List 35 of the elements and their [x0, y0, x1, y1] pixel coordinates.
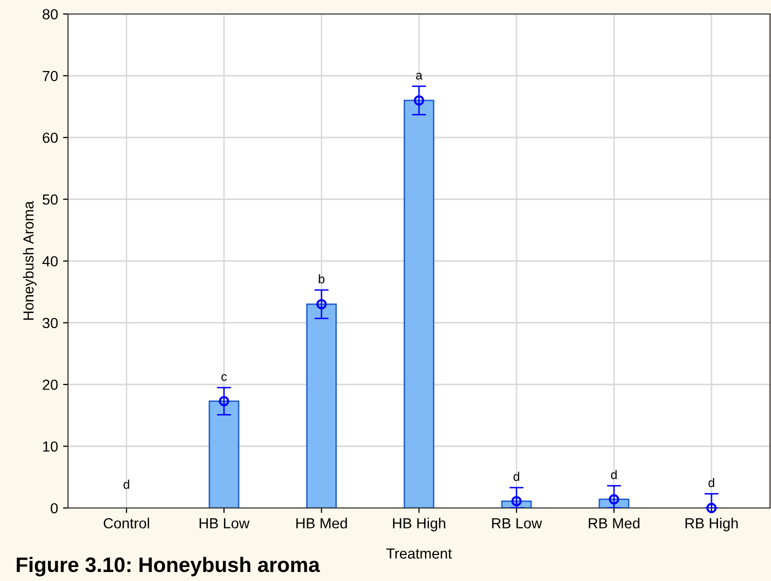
- x-tick-label: Control: [104, 518, 150, 528]
- y-tick-label: 10: [43, 441, 58, 452]
- y-tick-label: 60: [42, 132, 58, 143]
- annotation: d: [124, 480, 130, 489]
- x-tick-label: HB Low: [200, 518, 250, 528]
- x-tick-label: HB High: [393, 518, 446, 532]
- y-tick-label: 80: [42, 9, 58, 20]
- y-tick-label: 0: [50, 503, 58, 514]
- annotation: d: [611, 470, 617, 480]
- point: [218, 396, 230, 406]
- bar: [208, 400, 240, 508]
- point: [511, 496, 522, 506]
- annotation: d: [514, 472, 520, 481]
- x-axis-title: Treatment: [386, 548, 452, 559]
- bar: [306, 304, 337, 508]
- annotation: c: [221, 374, 227, 381]
- x-tick-label: RB Low: [492, 518, 542, 528]
- point: [316, 299, 327, 310]
- x-tick-label: RB High: [686, 518, 738, 532]
- y-tick-label: 20: [42, 380, 58, 390]
- y-tick-label: 70: [42, 70, 58, 82]
- point: [608, 494, 620, 505]
- annotation: a: [416, 72, 422, 80]
- caption: Figure 3.10: Honeybush aroma: [16, 556, 320, 576]
- bar: [404, 100, 434, 508]
- annotation: b: [318, 274, 324, 284]
- point: [706, 502, 717, 514]
- y-axis-title: Honeybush Aroma: [22, 201, 37, 320]
- y-tick-label: 40: [42, 256, 58, 266]
- y-tick-label: 50: [42, 194, 58, 205]
- x-tick-label: HB Med: [296, 518, 347, 528]
- y-tick-label: 30: [42, 318, 58, 328]
- point: [414, 95, 424, 106]
- x-tick-label: RB Med: [588, 518, 640, 528]
- annotation: d: [708, 478, 714, 488]
